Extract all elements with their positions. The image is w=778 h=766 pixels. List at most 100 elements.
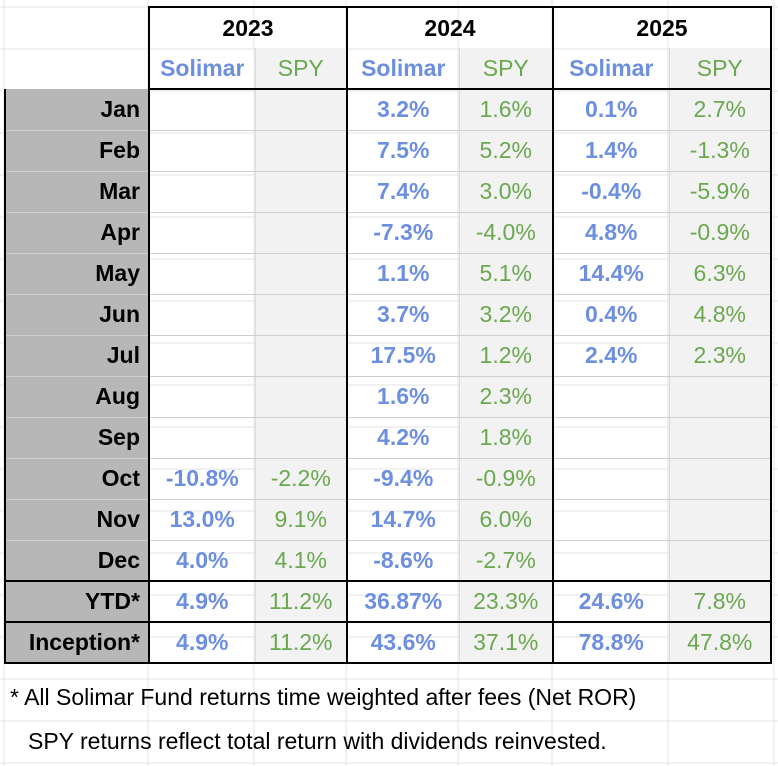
- solimar-return-cell: [149, 335, 256, 377]
- row-label: Oct: [4, 458, 150, 500]
- spy-return-cell: 7.8%: [669, 580, 772, 623]
- spy-return-cell: [255, 376, 348, 418]
- solimar-return-cell: 36.87%: [347, 580, 460, 623]
- spy-return-cell: -4.0%: [459, 212, 554, 254]
- spy-return-cell: -5.9%: [669, 171, 772, 213]
- solimar-header-2023: Solimar: [148, 48, 256, 90]
- spy-return-cell: [255, 294, 348, 336]
- spy-return-cell: 5.1%: [459, 253, 554, 295]
- solimar-return-cell: [149, 294, 256, 336]
- solimar-return-cell: [149, 212, 256, 254]
- table-row: Jun 3.7% 3.2% 0.4% 4.8%: [4, 294, 772, 336]
- solimar-return-cell: 78.8%: [553, 621, 670, 664]
- spy-return-cell: [255, 89, 348, 131]
- row-label: May: [4, 253, 150, 295]
- table-row: Jan 3.2% 1.6% 0.1% 2.7%: [4, 89, 772, 131]
- table-row: Inception* 4.9% 11.2% 43.6% 37.1% 78.8% 47.8%: [4, 621, 772, 664]
- spy-return-cell: [669, 376, 772, 418]
- spy-return-cell: [669, 499, 772, 541]
- spy-return-cell: 1.8%: [459, 417, 554, 459]
- row-label: Mar: [4, 171, 150, 213]
- solimar-return-cell: [149, 171, 256, 213]
- solimar-return-cell: [553, 540, 670, 582]
- spy-return-cell: -2.7%: [459, 540, 554, 582]
- solimar-return-cell: [149, 253, 256, 295]
- solimar-return-cell: 7.4%: [347, 171, 460, 213]
- spy-return-cell: [255, 335, 348, 377]
- spy-return-cell: 11.2%: [255, 580, 348, 623]
- table-row: Aug 1.6% 2.3%: [4, 376, 772, 418]
- spy-return-cell: 5.2%: [459, 130, 554, 172]
- solimar-return-cell: 1.6%: [347, 376, 460, 418]
- spy-return-cell: 6.0%: [459, 499, 554, 541]
- table-row: May 1.1% 5.1% 14.4% 6.3%: [4, 253, 772, 295]
- row-label: Apr: [4, 212, 150, 254]
- row-label: YTD*: [4, 580, 150, 623]
- spy-return-cell: 1.2%: [459, 335, 554, 377]
- spy-return-cell: -2.2%: [255, 458, 348, 500]
- row-label: Aug: [4, 376, 150, 418]
- solimar-return-cell: 4.8%: [553, 212, 670, 254]
- solimar-return-cell: 0.4%: [553, 294, 670, 336]
- spy-return-cell: 2.3%: [459, 376, 554, 418]
- corner-cell: [5, 7, 149, 48]
- solimar-return-cell: [149, 376, 256, 418]
- spy-return-cell: -1.3%: [669, 130, 772, 172]
- spy-return-cell: 47.8%: [669, 621, 772, 664]
- row-label: Jul: [4, 335, 150, 377]
- spy-return-cell: 37.1%: [459, 621, 554, 664]
- row-label: Feb: [4, 130, 150, 172]
- row-label: Jan: [4, 89, 150, 131]
- solimar-return-cell: 1.4%: [553, 130, 670, 172]
- solimar-return-cell: -9.4%: [347, 458, 460, 500]
- solimar-return-cell: 3.2%: [347, 89, 460, 131]
- solimar-return-cell: [149, 417, 256, 459]
- solimar-return-cell: [553, 376, 670, 418]
- spy-return-cell: 1.6%: [459, 89, 554, 131]
- spy-return-cell: 11.2%: [255, 621, 348, 664]
- solimar-return-cell: 14.7%: [347, 499, 460, 541]
- spy-return-cell: 23.3%: [459, 580, 554, 623]
- footnote-spy-returns: SPY returns reflect total return with di…: [28, 728, 607, 754]
- solimar-return-cell: 24.6%: [553, 580, 670, 623]
- row-label: Inception*: [4, 621, 150, 664]
- solimar-return-cell: 13.0%: [149, 499, 256, 541]
- solimar-return-cell: 4.9%: [149, 621, 256, 664]
- solimar-return-cell: [149, 89, 256, 131]
- spy-return-cell: 3.0%: [459, 171, 554, 213]
- spy-return-cell: -0.9%: [669, 212, 772, 254]
- row-label: Dec: [4, 540, 150, 582]
- solimar-return-cell: 4.9%: [149, 580, 256, 623]
- solimar-return-cell: [553, 499, 670, 541]
- table-row: Dec 4.0% 4.1% -8.6% -2.7%: [4, 540, 772, 582]
- row-label: Sep: [4, 417, 150, 459]
- table-row: Nov 13.0% 9.1% 14.7% 6.0%: [4, 499, 772, 541]
- spy-return-cell: 9.1%: [255, 499, 348, 541]
- spy-return-cell: [669, 417, 772, 459]
- spy-return-cell: 2.3%: [669, 335, 772, 377]
- spy-header-2023: SPY: [255, 48, 348, 90]
- solimar-return-cell: 17.5%: [347, 335, 460, 377]
- spy-header-2024: SPY: [459, 48, 554, 90]
- solimar-return-cell: 7.5%: [347, 130, 460, 172]
- corner-cell: [5, 48, 149, 89]
- solimar-return-cell: 3.7%: [347, 294, 460, 336]
- spy-return-cell: -0.9%: [459, 458, 554, 500]
- year-header-row: 2023 2024 2025: [5, 6, 772, 48]
- solimar-return-cell: 14.4%: [553, 253, 670, 295]
- solimar-return-cell: 2.4%: [553, 335, 670, 377]
- spy-return-cell: [255, 171, 348, 213]
- table-row: YTD* 4.9% 11.2% 36.87% 23.3% 24.6% 7.8%: [4, 580, 772, 623]
- footnote-net-ror: * All Solimar Fund returns time weighted…: [10, 684, 637, 710]
- solimar-return-cell: 4.0%: [149, 540, 256, 582]
- spy-return-cell: 6.3%: [669, 253, 772, 295]
- spy-return-cell: [255, 212, 348, 254]
- solimar-return-cell: [149, 130, 256, 172]
- year-2023-header: 2023: [148, 6, 348, 48]
- spy-return-cell: [255, 417, 348, 459]
- table-row: Jul 17.5% 1.2% 2.4% 2.3%: [4, 335, 772, 377]
- year-2024-header: 2024: [347, 6, 554, 48]
- year-2025-header: 2025: [553, 6, 772, 48]
- table-row: Oct -10.8% -2.2% -9.4% -0.9%: [4, 458, 772, 500]
- spy-return-cell: [255, 253, 348, 295]
